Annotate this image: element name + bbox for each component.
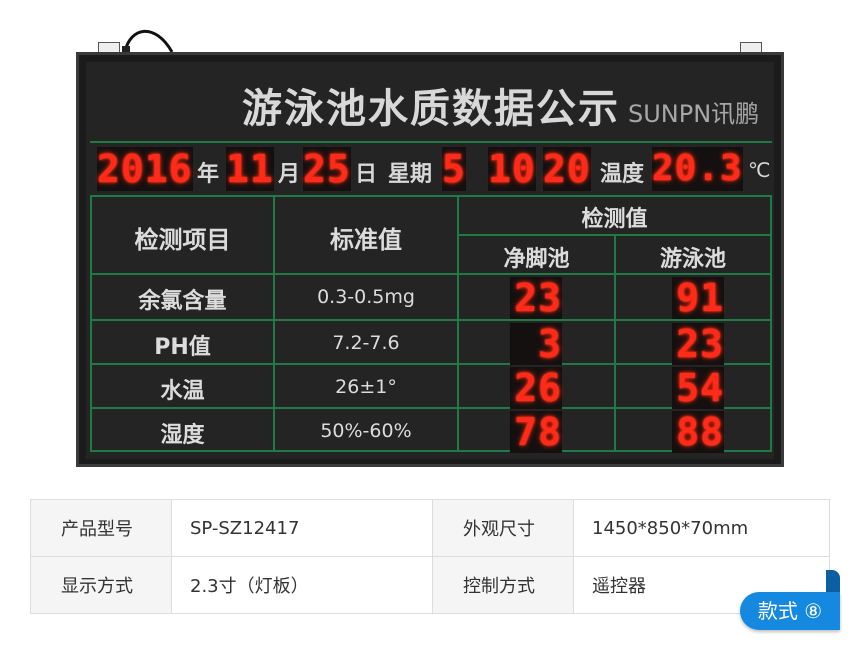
led-weekday: 5 [442,147,466,191]
power-cable [122,29,174,56]
header-standard: 标准值 [330,226,402,254]
led-pool2-value: 23 [672,323,724,365]
table-row: 产品型号 SP-SZ12417 外观尺寸 1450*850*70mm [30,499,830,557]
row-item: 水温 [160,379,205,404]
spec-label: 显示方式 [30,556,172,614]
led-pool1-value: 26 [510,367,562,409]
watermark-logo: SUNPN讯鹏 [628,100,760,128]
row-item: PH值 [154,335,211,360]
month-label: 月 [278,162,301,187]
row-standard: 26±1° [335,376,397,398]
spec-label: 产品型号 [30,499,172,557]
header-pool2: 游泳池 [659,247,726,272]
grid-line [90,141,772,143]
celsius-unit: ℃ [748,158,771,182]
spec-label: 控制方式 [432,556,574,614]
day-label: 日 [355,162,378,187]
led-hour: 10 [488,147,536,191]
grid-line [90,450,772,452]
spec-value: 1450*850*70mm [573,499,830,557]
spec-label: 外观尺寸 [432,499,574,557]
grid-line [90,195,92,452]
row-standard: 50%-60% [320,420,412,442]
led-pool1-value: 23 [510,277,562,319]
style-badge[interactable]: 款式 ⑧ [740,592,840,630]
grid-line [90,363,772,365]
board-title: 游泳池水质数据公示 [242,86,620,132]
spec-table: 产品型号 SP-SZ12417 外观尺寸 1450*850*70mm 显示方式 … [30,499,830,614]
led-month: 11 [226,147,274,191]
grid-line [90,407,772,409]
header-pool1: 净脚池 [503,247,570,272]
led-day: 25 [303,147,351,191]
temperature-label: 温度 [600,162,645,187]
grid-line [457,195,459,452]
grid-line [90,195,772,197]
led-pool2-value: 88 [672,411,724,453]
led-minute: 20 [543,147,591,191]
header-item: 检测项目 [134,226,231,254]
row-standard: 7.2-7.6 [332,332,400,354]
led-year: 2016 [97,147,193,191]
grid-line [770,195,772,452]
row-item: 湿度 [160,423,205,448]
grid-line [273,195,275,452]
year-label: 年 [197,162,220,187]
led-temperature: 20.3 [652,147,743,191]
led-pool1-value: 3 [510,323,562,365]
led-pool1-value: 78 [510,411,562,453]
led-pool2-value: 54 [672,367,724,409]
table-row: 显示方式 2.3寸（灯板） 控制方式 遥控器 [30,556,830,614]
board-panel [86,62,774,459]
spec-value: SP-SZ12417 [171,499,433,557]
grid-line [614,234,616,452]
grid-line [90,319,772,321]
grid-line [90,273,772,275]
header-measured: 检测值 [581,207,648,232]
row-standard: 0.3-0.5mg [317,286,415,308]
led-pool2-value: 91 [672,277,724,319]
row-item: 余氯含量 [138,289,227,314]
weekday-label: 星期 [388,162,433,187]
spec-value: 2.3寸（灯板） [171,556,433,614]
